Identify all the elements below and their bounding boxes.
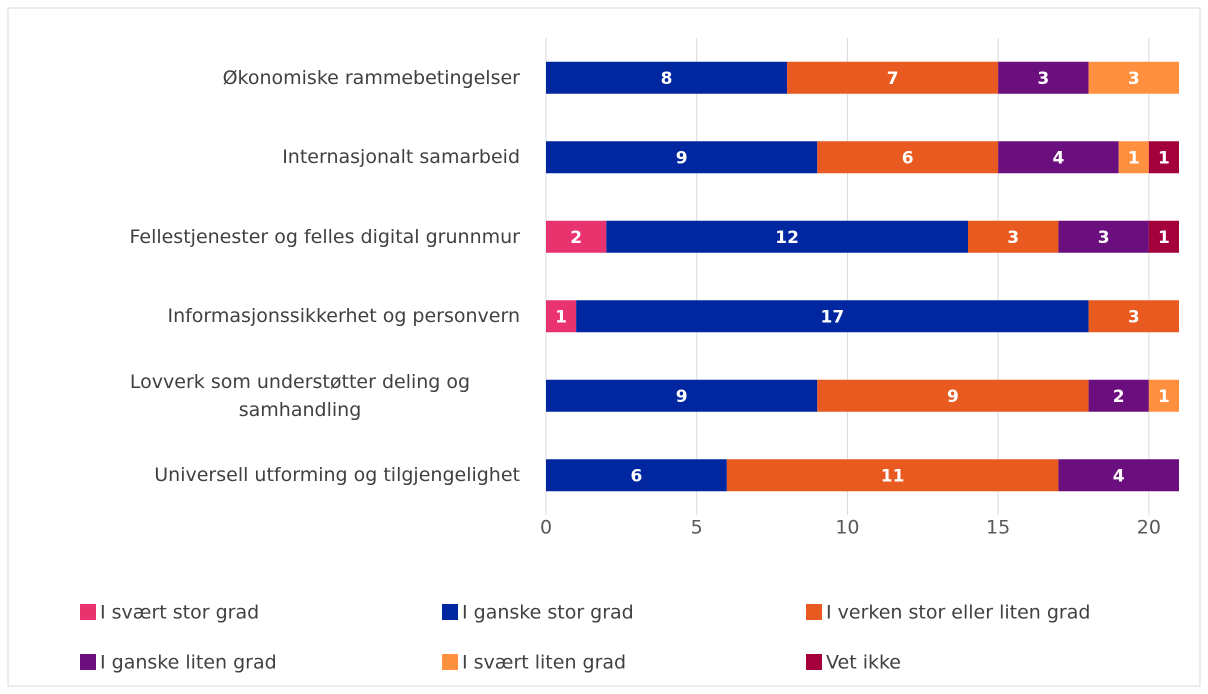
data-label: 11 xyxy=(881,466,905,486)
data-label: 3 xyxy=(1007,228,1019,248)
data-label: 4 xyxy=(1113,466,1125,486)
x-tick-label: 10 xyxy=(835,517,859,539)
category-text: Fellestjenester og felles digital grunnm… xyxy=(129,225,520,248)
data-label: 9 xyxy=(947,387,959,407)
legend-swatch xyxy=(442,604,458,620)
legend-swatch xyxy=(806,654,822,670)
bar-segment xyxy=(1058,220,1149,253)
data-label: 7 xyxy=(887,69,899,89)
bar-segment xyxy=(1148,141,1179,174)
legend-label: I ganske liten grad xyxy=(100,652,277,674)
bar-segment xyxy=(817,379,1089,412)
bar-segment xyxy=(546,61,788,94)
x-tick-label: 20 xyxy=(1137,517,1161,539)
bar-segment xyxy=(576,300,1089,333)
bar-segment xyxy=(546,220,607,253)
data-label: 2 xyxy=(570,228,582,248)
data-label: 2 xyxy=(1113,387,1125,407)
bar-segment xyxy=(817,141,999,174)
data-label: 6 xyxy=(902,148,914,168)
bar-segment xyxy=(787,61,999,94)
legend-label: Vet ikke xyxy=(826,652,901,674)
data-label: 3 xyxy=(1098,228,1110,248)
bar-segment xyxy=(1088,300,1179,333)
data-label: 17 xyxy=(821,307,845,327)
data-label: 9 xyxy=(676,387,688,407)
data-label: 3 xyxy=(1128,307,1140,327)
data-label: 1 xyxy=(1158,148,1170,168)
bar-segment xyxy=(1058,459,1179,492)
bar-segment xyxy=(546,379,818,412)
data-label: 12 xyxy=(775,228,799,248)
data-label: 9 xyxy=(676,148,688,168)
category-text: Internasjonalt samarbeid xyxy=(282,146,520,169)
bar-segment xyxy=(546,141,818,174)
category-text: Informasjonssikkerhet og personvern xyxy=(167,305,520,328)
category-text: Universell utforming og tilgjengelighet xyxy=(154,464,520,487)
bar-segment xyxy=(968,220,1059,253)
bar-segment xyxy=(1088,61,1179,94)
bar-segment xyxy=(726,459,1059,492)
legend-label: I svært liten grad xyxy=(462,652,626,674)
bar-segment xyxy=(1148,220,1179,253)
legend-label: I svært stor grad xyxy=(100,602,259,624)
bar-segment xyxy=(606,220,968,253)
data-label: 6 xyxy=(631,466,643,486)
category-text: Lovverk som understøtter deling og samha… xyxy=(129,370,471,421)
data-label: 8 xyxy=(661,69,673,89)
bar-segment xyxy=(546,459,727,492)
bar-segment xyxy=(1088,379,1149,412)
bar-segment xyxy=(998,61,1089,94)
bar-segment xyxy=(998,141,1119,174)
legend-swatch xyxy=(806,604,822,620)
data-label: 1 xyxy=(1158,387,1170,407)
bar-segment xyxy=(546,300,577,333)
category-label: Økonomiske rammebetingelser xyxy=(20,38,520,118)
x-tick-label: 15 xyxy=(986,517,1010,539)
chart-border xyxy=(7,7,1201,687)
data-label: 3 xyxy=(1128,69,1140,89)
x-tick-label: 0 xyxy=(540,517,552,539)
legend-label: I verken stor eller liten grad xyxy=(826,602,1090,624)
category-label: Lovverk som understøtter deling og samha… xyxy=(20,356,520,436)
x-tick-label: 5 xyxy=(691,517,703,539)
category-label: Internasjonalt samarbeid xyxy=(20,117,520,197)
data-label: 1 xyxy=(1128,148,1140,168)
legend-swatch xyxy=(442,654,458,670)
bar-segment xyxy=(1148,379,1179,412)
category-text: Økonomiske rammebetingelser xyxy=(222,66,520,89)
data-label: 1 xyxy=(1158,228,1170,248)
legend-swatch xyxy=(80,604,96,620)
data-label: 3 xyxy=(1037,69,1049,89)
legend-label: I ganske stor grad xyxy=(462,602,634,624)
legend-swatch xyxy=(80,654,96,670)
data-label: 1 xyxy=(555,307,567,327)
bar-segment xyxy=(1118,141,1149,174)
category-label: Universell utforming og tilgjengelighet xyxy=(20,435,520,515)
data-label: 4 xyxy=(1053,148,1065,168)
category-label: Informasjonssikkerhet og personvern xyxy=(20,276,520,356)
category-label: Fellestjenester og felles digital grunnm… xyxy=(20,197,520,277)
